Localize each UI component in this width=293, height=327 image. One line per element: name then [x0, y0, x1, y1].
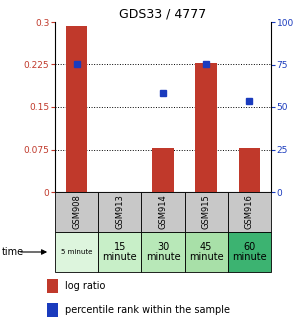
Bar [152, 148, 174, 192]
Text: 30
minute: 30 minute [146, 242, 180, 262]
Text: GSM914: GSM914 [159, 195, 168, 229]
Text: GSM908: GSM908 [72, 195, 81, 230]
Text: 60
minute: 60 minute [232, 242, 267, 262]
Bar [47, 279, 58, 293]
Text: 5 minute: 5 minute [61, 249, 92, 255]
Bar [228, 192, 271, 232]
Title: GDS33 / 4777: GDS33 / 4777 [119, 8, 207, 21]
Text: percentile rank within the sample: percentile rank within the sample [65, 305, 230, 315]
Bar [66, 26, 87, 192]
Text: GSM916: GSM916 [245, 195, 254, 230]
Bar [239, 148, 260, 192]
Bar [98, 232, 142, 272]
Bar [195, 63, 217, 192]
Text: 45
minute: 45 minute [189, 242, 224, 262]
Bar [55, 232, 98, 272]
Text: time: time [2, 247, 24, 257]
Text: log ratio: log ratio [65, 281, 106, 291]
Bar [142, 192, 185, 232]
Text: 15
minute: 15 minute [103, 242, 137, 262]
Bar [228, 232, 271, 272]
Text: GSM915: GSM915 [202, 195, 211, 229]
Bar [142, 232, 185, 272]
Bar [98, 192, 142, 232]
Bar [185, 192, 228, 232]
Bar [47, 303, 58, 317]
Text: GSM913: GSM913 [115, 195, 124, 230]
Bar [185, 232, 228, 272]
Bar [55, 192, 98, 232]
